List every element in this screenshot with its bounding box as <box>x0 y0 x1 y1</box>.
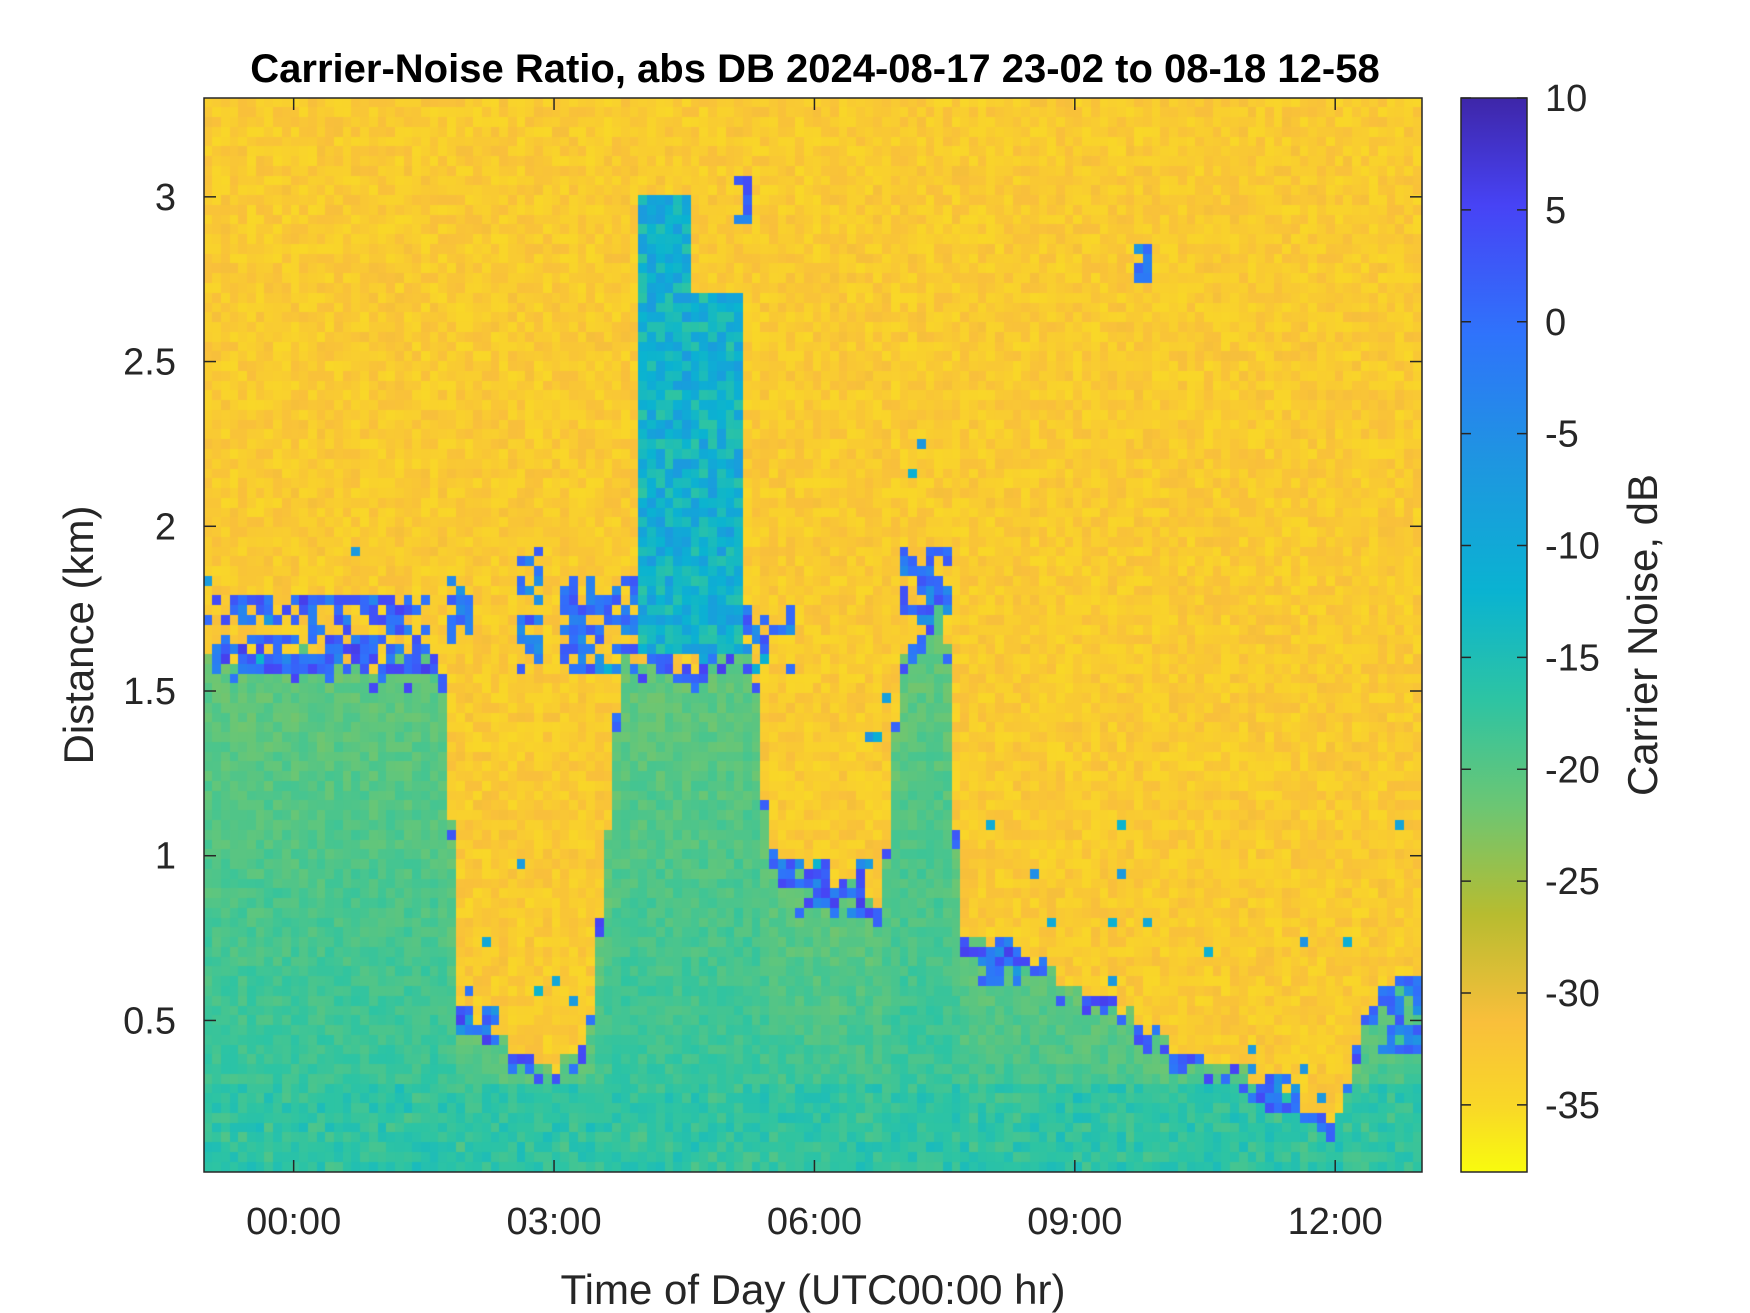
y-tick-label: 1 <box>155 836 176 878</box>
colorbar-tick-label: -35 <box>1545 1085 1600 1127</box>
y-tick-label: 0.5 <box>123 1000 176 1042</box>
y-tick-label: 2 <box>155 506 176 548</box>
chart-title: Carrier-Noise Ratio, abs DB 2024-08-17 2… <box>250 47 1379 91</box>
colorbar-tick-label: -30 <box>1545 973 1600 1015</box>
x-tick-label: 00:00 <box>246 1201 341 1243</box>
heatmap-plot <box>203 97 1423 1173</box>
colorbar-label: Carrier Noise, dB <box>1619 474 1666 796</box>
colorbar: 10 5 0 -5 -10 -15 -20 -25 -30 -35 Carrier Noise, … <box>1460 78 1666 1173</box>
x-axis-label: Time of Day (UTC00:00 hr) <box>561 1266 1066 1313</box>
x-tick-label: 06:00 <box>767 1201 862 1243</box>
y-axis-label: Distance (km) <box>55 505 102 764</box>
colorbar-tick-label: 0 <box>1545 302 1566 344</box>
colorbar-ticks: 10 5 0 -5 -10 -15 -20 -25 -30 -35 <box>1461 78 1600 1127</box>
x-tick-label: 12:00 <box>1288 1201 1383 1243</box>
colorbar-tick-label: -10 <box>1545 526 1600 568</box>
colorbar-tick-label: -25 <box>1545 861 1600 903</box>
heatmap-image <box>204 98 1422 1172</box>
y-tick-label: 2.5 <box>123 342 176 384</box>
colorbar-tick-label: -5 <box>1545 414 1579 456</box>
x-tick-label: 03:00 <box>506 1201 601 1243</box>
y-tick-label: 1.5 <box>123 671 176 713</box>
y-tick-label: 3 <box>155 177 176 219</box>
colorbar-tick-label: -15 <box>1545 637 1600 679</box>
colorbar-gradient <box>1460 97 1528 1173</box>
colorbar-tick-label: 5 <box>1545 190 1566 232</box>
colorbar-tick-label: 10 <box>1545 78 1587 120</box>
y-axis: 0.5 1 1.5 2 2.5 3 <box>123 177 1422 1042</box>
colorbar-tick-label: -20 <box>1545 749 1600 791</box>
plot-frame <box>203 97 1423 1173</box>
x-axis: 00:00 03:00 06:00 09:00 12:00 <box>246 98 1383 1243</box>
x-tick-label: 09:00 <box>1027 1201 1122 1243</box>
